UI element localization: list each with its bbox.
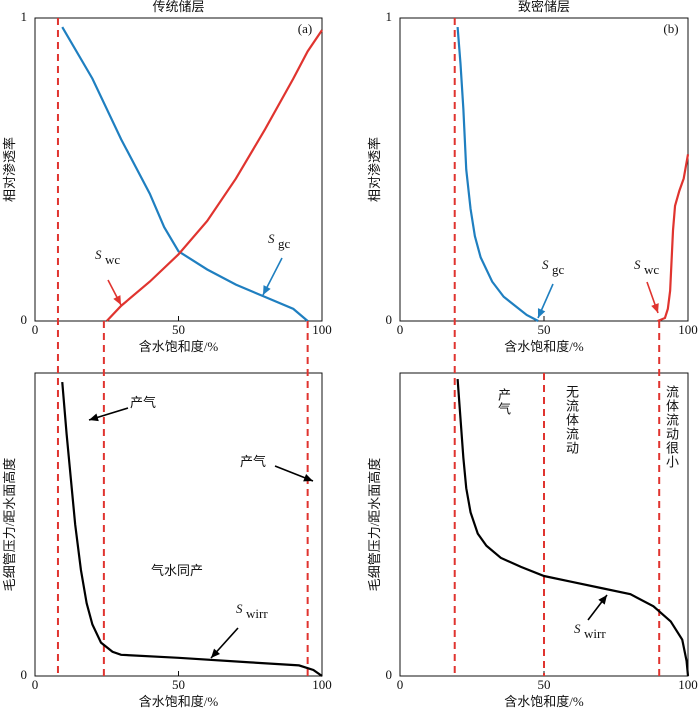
annotation: 无流体流动 — [564, 385, 579, 455]
x-tick-label: 100 — [312, 322, 332, 337]
y-axis-label: 相对渗透率 — [367, 137, 382, 202]
annotation-subscript: gc — [278, 236, 291, 251]
x-axis-label: 含水饱和度/% — [139, 339, 219, 354]
annotation: 产气 — [130, 395, 156, 410]
arrow-head — [537, 308, 546, 318]
annotation-subscript: wc — [644, 262, 659, 277]
x-axis-label: 含水饱和度/% — [504, 339, 584, 354]
series-line — [105, 29, 323, 322]
chart-title: 传统储层 — [152, 0, 204, 14]
x-tick-label: 0 — [32, 322, 39, 337]
y-tick-label: 0 — [21, 667, 28, 682]
annotation-symbol: S — [95, 247, 102, 262]
arrow-head — [598, 595, 607, 605]
annotation-symbol: S — [634, 257, 641, 272]
arrow-head — [211, 648, 220, 658]
panel-label: (a) — [298, 21, 312, 36]
plot-frame — [34, 372, 323, 677]
x-tick-label: 50 — [538, 322, 551, 337]
annotation: 流体流动很小 — [664, 385, 679, 469]
y-tick-label: 1 — [386, 9, 393, 24]
annotation-subscript: wirr — [584, 626, 606, 641]
x-tick-label: 0 — [397, 677, 404, 692]
series-line — [456, 27, 539, 322]
x-axis-label: 含水饱和度/% — [504, 694, 584, 709]
y-tick-label: 0 — [386, 667, 393, 682]
annotation-subscript: gc — [552, 262, 565, 277]
panel-label: (b) — [663, 21, 678, 36]
x-tick-label: 50 — [172, 322, 185, 337]
plot-frame — [34, 17, 323, 322]
arrow-head — [651, 303, 659, 313]
x-tick-label: 0 — [397, 322, 404, 337]
arrow-head — [89, 413, 99, 422]
x-tick-label: 100 — [312, 677, 332, 692]
series-line — [61, 26, 309, 322]
chart-title: 致密储层 — [518, 0, 570, 14]
series-line — [61, 381, 323, 677]
annotation: 气水同产 — [151, 563, 203, 578]
y-tick-label: 1 — [21, 9, 28, 24]
annotation-symbol: S — [542, 257, 549, 272]
x-tick-label: 100 — [678, 322, 698, 337]
x-tick-label: 0 — [32, 677, 39, 692]
y-axis-label: 相对渗透率 — [2, 137, 17, 202]
x-tick-label: 100 — [678, 677, 698, 692]
series-line — [456, 378, 690, 677]
x-tick-label: 50 — [172, 677, 185, 692]
annotation-symbol: S — [236, 601, 243, 616]
x-tick-label: 50 — [538, 677, 551, 692]
y-axis-label: 毛细管压力/距水面高度 — [2, 458, 17, 592]
annotation-subscript: wc — [105, 252, 120, 267]
arrow-head — [303, 473, 313, 482]
annotation: 产气 — [496, 388, 511, 416]
arrow-head — [263, 285, 271, 295]
arrow-head — [113, 295, 121, 305]
annotation-symbol: S — [574, 621, 581, 636]
x-axis-label: 含水饱和度/% — [139, 694, 219, 709]
annotation: 产气 — [240, 454, 266, 469]
annotation-subscript: wirr — [246, 606, 268, 621]
y-tick-label: 0 — [21, 312, 28, 327]
annotation-symbol: S — [268, 231, 275, 246]
series-line — [657, 154, 690, 323]
y-tick-label: 0 — [386, 312, 393, 327]
y-axis-label: 毛细管压力/距水面高度 — [367, 458, 382, 592]
